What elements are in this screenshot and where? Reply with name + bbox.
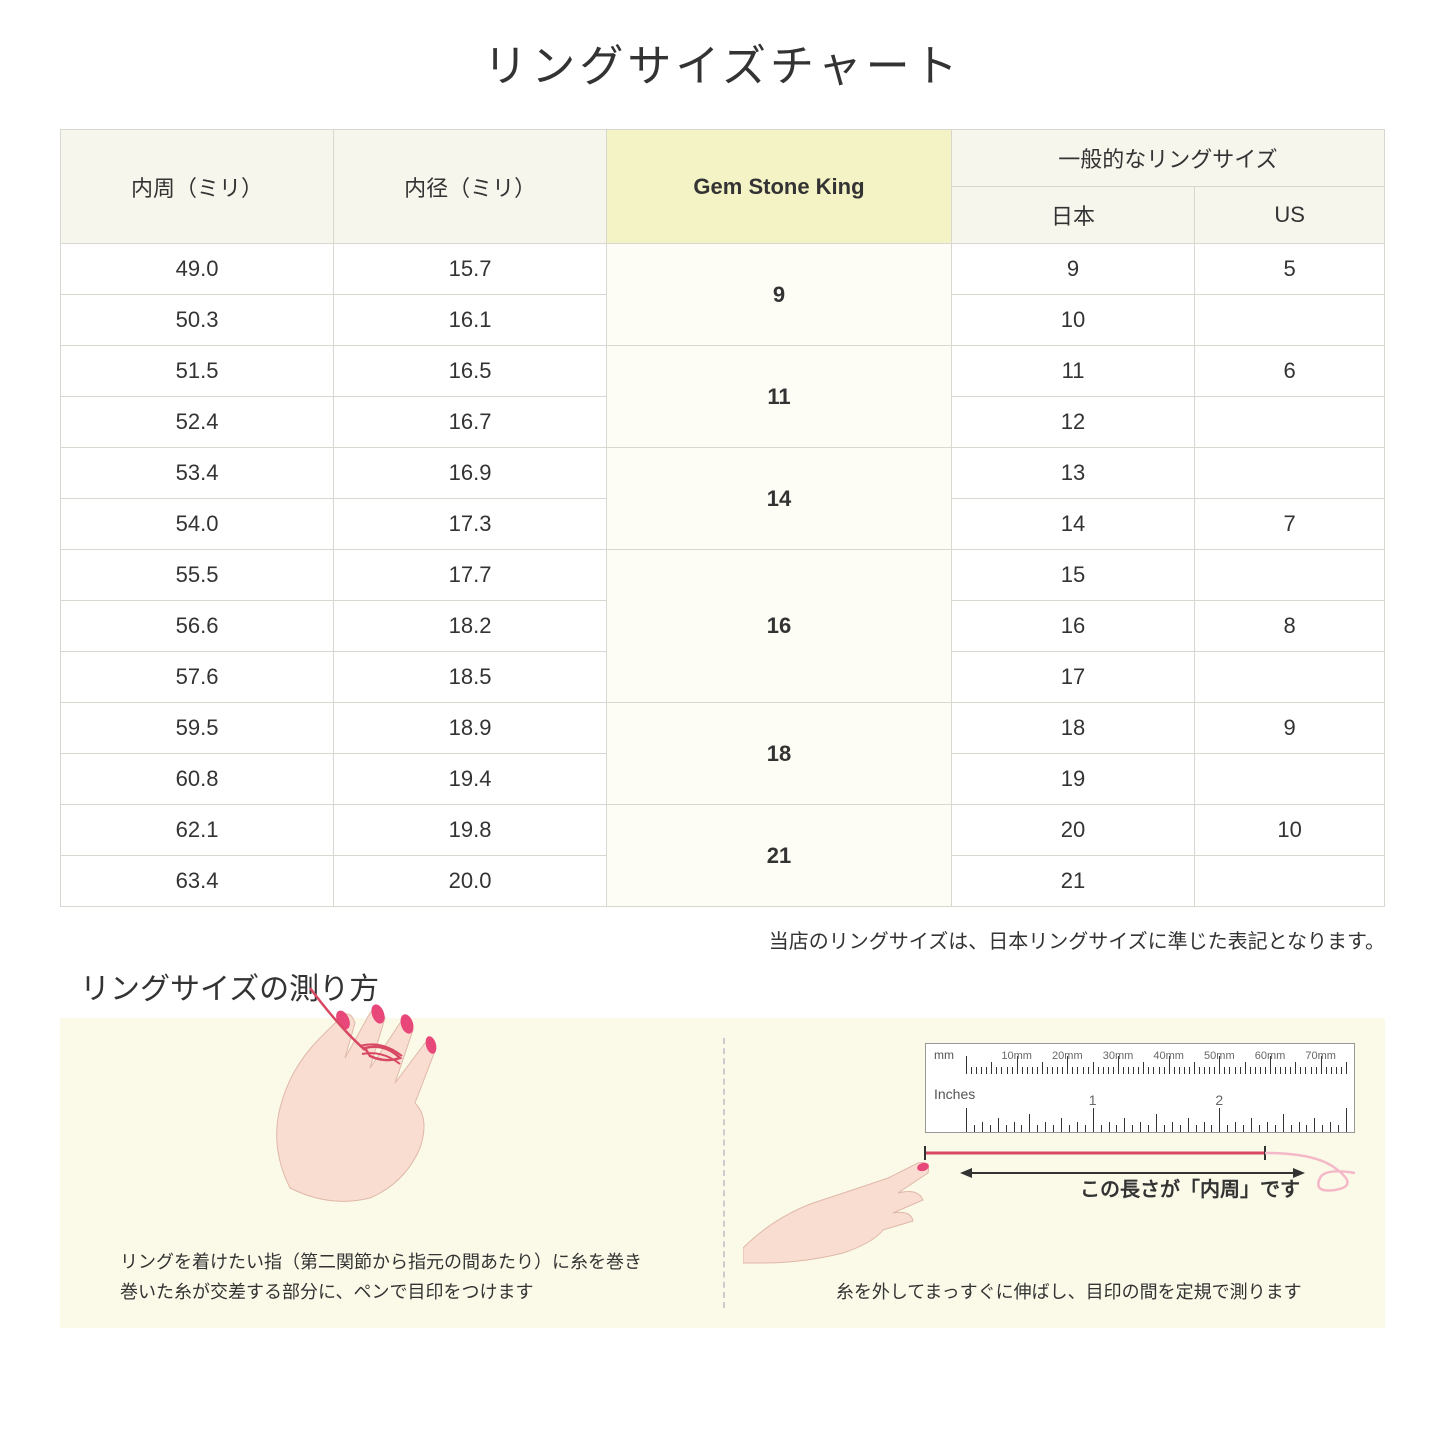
- table-row: 55.517.71615: [61, 550, 1385, 601]
- table-row: 59.518.918189: [61, 703, 1385, 754]
- howto-left-text: リングを着けたい指（第二関節から指元の間あたり）に糸を巻き 巻いた糸が交差する部…: [120, 1247, 693, 1308]
- howto-right: mm Inches 10mm20mm30mm40mm50mm60mm70mm 1…: [723, 1018, 1386, 1328]
- footnote: 当店のリングサイズは、日本リングサイズに準じた表記となります。: [60, 925, 1385, 954]
- header-diameter: 内径（ミリ）: [334, 130, 607, 244]
- howto-panel: リングを着けたい指（第二関節から指元の間あたり）に糸を巻き 巻いた糸が交差する部…: [60, 1018, 1385, 1328]
- header-circumference: 内周（ミリ）: [61, 130, 334, 244]
- hand-wrapping-icon: [210, 988, 510, 1228]
- hand-holding-icon: [743, 1118, 943, 1268]
- table-row: 51.516.511116: [61, 346, 1385, 397]
- size-chart-table: 内周（ミリ） 内径（ミリ） Gem Stone King 一般的なリングサイズ …: [60, 129, 1385, 907]
- header-gsk: Gem Stone King: [607, 130, 952, 244]
- measurement-label: この長さが「内周」です: [1080, 1173, 1300, 1202]
- header-us: US: [1195, 187, 1385, 244]
- header-japan: 日本: [951, 187, 1194, 244]
- header-general: 一般的なリングサイズ: [951, 130, 1384, 187]
- howto-left: リングを着けたい指（第二関節から指元の間あたり）に糸を巻き 巻いた糸が交差する部…: [60, 1018, 723, 1328]
- table-row: 49.015.7995: [61, 244, 1385, 295]
- table-row: 53.416.91413: [61, 448, 1385, 499]
- ruler-icon: mm Inches 10mm20mm30mm40mm50mm60mm70mm 1…: [925, 1043, 1355, 1133]
- page-title: リングサイズチャート: [60, 30, 1385, 94]
- table-row: 62.119.8212010: [61, 805, 1385, 856]
- howto-right-text: 糸を外してまっすぐに伸ばし、目印の間を定規で測ります: [783, 1277, 1356, 1308]
